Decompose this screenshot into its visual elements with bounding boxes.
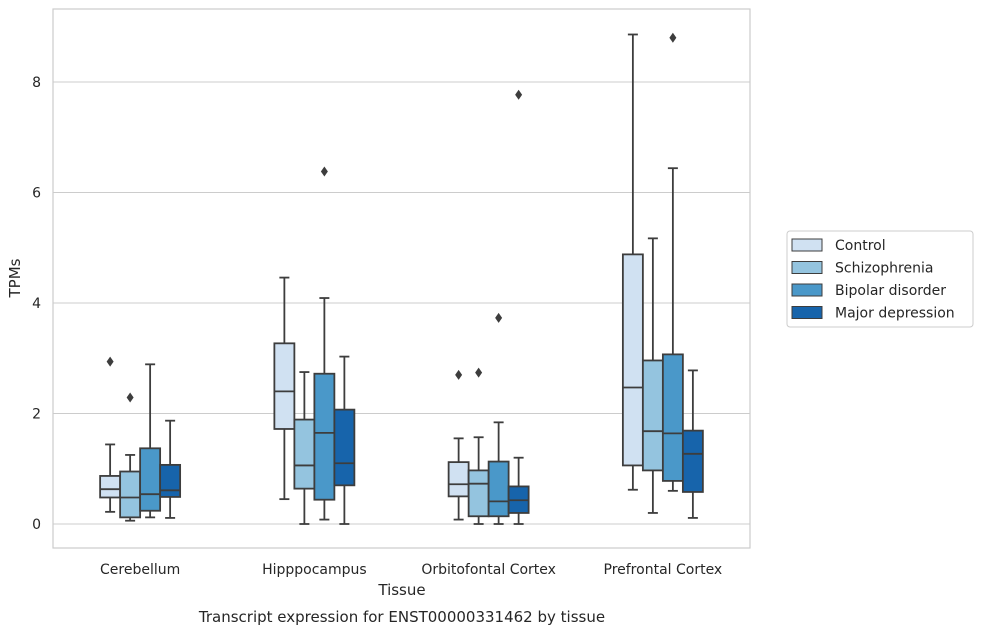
box-major-depression-orbitofontal-cortex (507, 89, 530, 525)
box-major-depression-prefrontal-cortex (681, 369, 704, 519)
legend-label-bipolar-disorder: Bipolar disorder (835, 283, 946, 299)
legend-label-control: Control (835, 238, 886, 254)
legend-label-major-depression: Major depression (835, 306, 955, 322)
boxes-layer (99, 32, 704, 525)
box-major-depression-orbitofontal-cortex-outlier-0 (515, 89, 523, 100)
chart-caption: Transcript expression for ENST0000033146… (198, 608, 605, 626)
legend-swatch-major-depression (791, 306, 823, 319)
box-bipolar-disorder-orbitofontal-cortex (487, 312, 510, 525)
legend: Control Schizophrenia Bipolar disorder Majo… (786, 230, 974, 328)
legend-swatch-control (791, 238, 823, 252)
legend-swatch-schizophrenia (791, 261, 823, 274)
box-control-prefrontal-cortex (621, 33, 644, 491)
box-control-cerebellum-iqr (99, 475, 122, 499)
y-tick-label-4: 4 (32, 296, 41, 312)
x-tick-label-hipppocampus: Hipppocampus (262, 562, 367, 578)
box-control-hipppocampus-iqr (273, 342, 296, 430)
box-bipolar-disorder-cerebellum-iqr (139, 447, 162, 512)
legend-label-schizophrenia: Schizophrenia (835, 261, 933, 277)
box-control-cerebellum-outlier-0 (106, 356, 114, 367)
box-bipolar-disorder-hipppocampus-iqr (313, 372, 336, 501)
box-schizophrenia-orbitofontal-cortex-outlier-0 (475, 367, 483, 378)
x-tick-label-cerebellum: Cerebellum (100, 562, 180, 578)
box-control-orbitofontal-cortex-outlier-0 (455, 369, 463, 380)
box-schizophrenia-cerebellum-outlier-0 (126, 392, 134, 403)
legend-frame (786, 230, 974, 328)
y-axis-label: TPMs (6, 258, 24, 298)
y-tick-label-0: 0 (32, 517, 41, 533)
box-major-depression-cerebellum (159, 419, 182, 519)
box-control-orbitofontal-cortex-iqr (447, 461, 470, 498)
box-schizophrenia-hipppocampus-iqr (293, 418, 316, 490)
box-control-hipppocampus (273, 276, 296, 501)
x-axis-label: Tissue (377, 581, 425, 599)
y-axis: 0 2 4 6 8 (32, 75, 41, 533)
box-bipolar-disorder-orbitofontal-cortex-iqr (487, 460, 510, 518)
box-major-depression-hipppocampus (333, 355, 356, 525)
box-major-depression-cerebellum-iqr (159, 463, 182, 498)
box-bipolar-disorder-prefrontal-cortex (661, 32, 684, 492)
x-tick-label-orbitofontal-cortex: Orbitofontal Cortex (421, 562, 556, 578)
box-control-prefrontal-cortex-iqr (621, 253, 644, 467)
legend-swatch-bipolar-disorder (791, 283, 823, 297)
y-tick-label-8: 8 (32, 75, 41, 91)
box-bipolar-disorder-prefrontal-cortex-iqr (661, 353, 684, 482)
box-major-depression-prefrontal-cortex-iqr (681, 429, 704, 493)
box-schizophrenia-orbitofontal-cortex-iqr (467, 469, 490, 518)
box-schizophrenia-cerebellum-iqr (119, 470, 142, 519)
box-control-cerebellum (99, 356, 122, 513)
box-bipolar-disorder-prefrontal-cortex-outlier-0 (669, 32, 677, 43)
y-tick-label-2: 2 (32, 407, 41, 423)
box-major-depression-hipppocampus-iqr (333, 408, 356, 487)
box-bipolar-disorder-orbitofontal-cortex-outlier-0 (495, 312, 503, 323)
box-schizophrenia-orbitofontal-cortex (467, 367, 490, 525)
box-schizophrenia-prefrontal-cortex-iqr (641, 359, 664, 472)
box-control-orbitofontal-cortex (447, 369, 470, 521)
x-tick-label-prefrontal-cortex: Prefrontal Cortex (604, 562, 723, 578)
plot-frame (52, 8, 751, 549)
x-axis: Cerebellum Hipppocampus Orbitofontal Corte… (100, 562, 722, 578)
y-tick-label-6: 6 (32, 186, 41, 202)
box-bipolar-disorder-hipppocampus-outlier-0 (320, 166, 328, 177)
